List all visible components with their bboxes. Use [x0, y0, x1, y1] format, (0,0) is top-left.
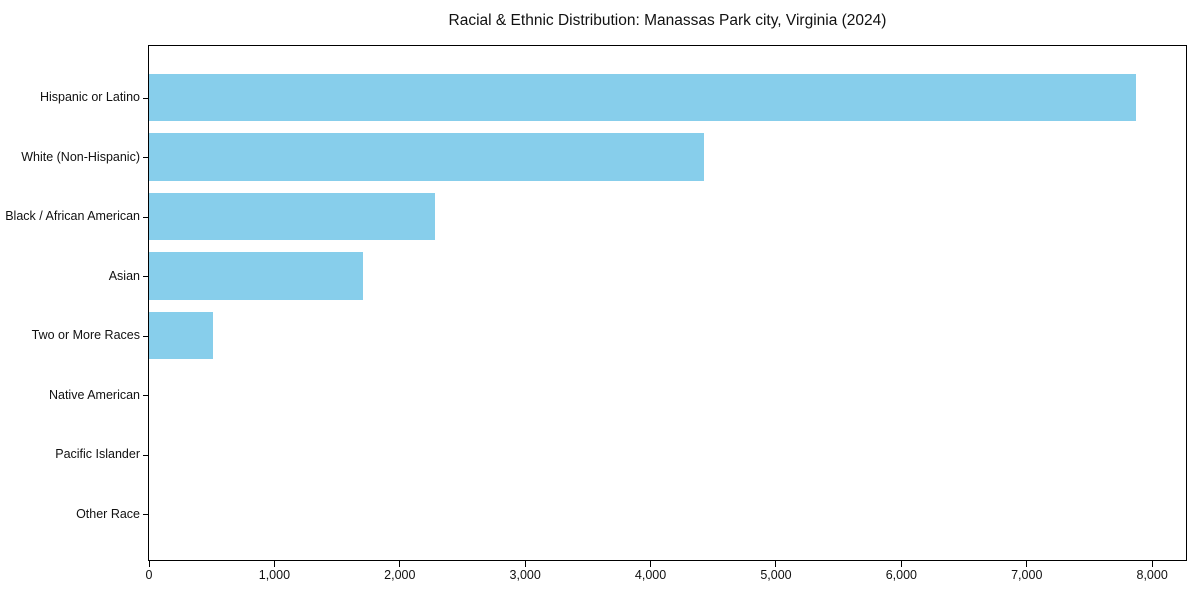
plot-area — [148, 45, 1187, 561]
y-tick-label-two-or-more-races: Two or More Races — [31, 328, 140, 342]
bar-asian — [149, 252, 363, 300]
bar-hispanic-or-latino — [149, 73, 1136, 122]
x-tick-mark — [148, 561, 150, 567]
y-tick-label-hispanic-or-latino: Hispanic or Latino — [39, 90, 140, 104]
x-tick-label-5-000: 5,000 — [760, 568, 792, 582]
y-tick-mark — [143, 276, 149, 277]
x-tick-label-4-000: 4,000 — [634, 568, 667, 582]
x-tick-mark — [650, 561, 652, 567]
y-tick-mark — [143, 395, 149, 396]
y-tick-label-asian: Asian — [108, 268, 140, 283]
x-tick-label-8-000: 8,000 — [1136, 568, 1168, 582]
x-tick-label-6-000: 6,000 — [885, 568, 917, 582]
x-tick-mark — [775, 561, 777, 567]
x-tick-label-0: 0 — [145, 568, 153, 582]
y-tick-mark — [143, 335, 149, 337]
y-tick-mark — [143, 514, 149, 515]
x-tick-label-7-000: 7,000 — [1011, 568, 1043, 582]
bar-two-or-more-races — [149, 311, 213, 360]
chart-title: Racial & Ethnic Distribution: Manassas P… — [448, 12, 887, 29]
bar-black-african-american — [149, 192, 435, 241]
y-tick-label-native-american: Native American — [48, 387, 140, 402]
x-tick-mark — [900, 561, 902, 567]
x-tick-mark — [524, 561, 526, 567]
x-tick-label-3-000: 3,000 — [509, 568, 541, 582]
y-tick-label-black-african-american: Black / African American — [5, 209, 140, 223]
x-tick-mark — [1026, 561, 1028, 567]
y-tick-mark — [143, 454, 149, 456]
x-tick-mark — [399, 561, 401, 567]
x-tick-label-2-000: 2,000 — [384, 568, 416, 582]
x-tick-mark — [273, 561, 275, 567]
y-tick-label-pacific-islander: Pacific Islander — [55, 447, 140, 461]
x-tick-mark — [1151, 561, 1153, 567]
y-tick-mark — [143, 157, 149, 158]
y-tick-mark — [143, 216, 149, 218]
y-tick-label-other-race: Other Race — [76, 506, 140, 521]
y-tick-label-white-non-hispanic: White (Non-Hispanic) — [21, 149, 140, 164]
bar-white-non-hispanic — [149, 133, 704, 181]
x-tick-label-1-000: 1,000 — [258, 568, 291, 582]
y-tick-mark — [143, 97, 149, 99]
